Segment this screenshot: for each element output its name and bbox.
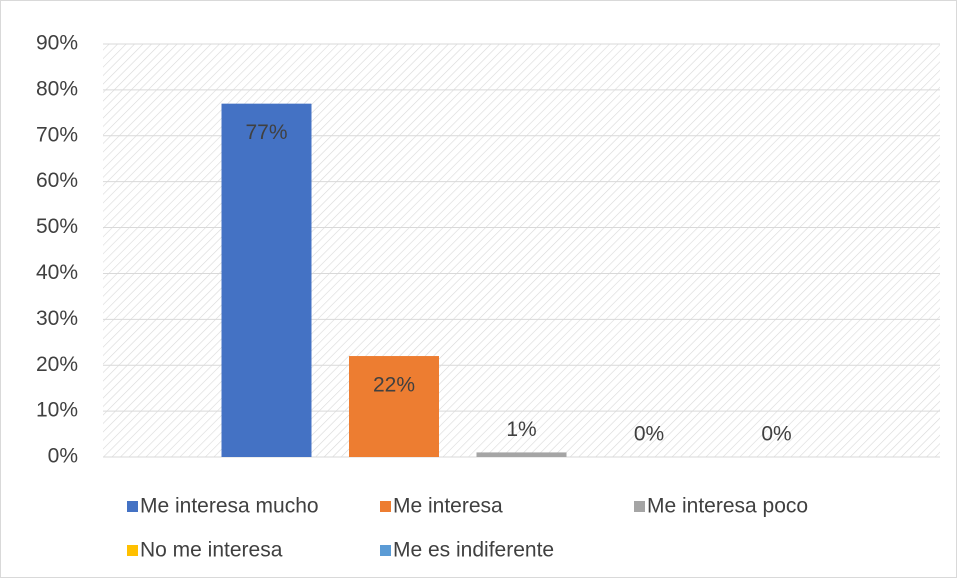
- y-tick-label: 60%: [36, 169, 78, 192]
- y-tick-label: 30%: [36, 307, 78, 330]
- bar: [221, 103, 312, 458]
- legend-swatch: [380, 501, 391, 512]
- data-label: 22%: [373, 374, 415, 397]
- bar: [349, 356, 439, 457]
- data-label: 77%: [245, 121, 287, 144]
- data-label: 1%: [506, 418, 536, 441]
- legend-label: No me interesa: [140, 539, 283, 562]
- legend-swatch: [634, 501, 645, 512]
- y-tick-label: 10%: [36, 399, 78, 422]
- legend-swatch: [127, 545, 138, 556]
- legend-label: Me interesa mucho: [140, 495, 319, 518]
- y-tick-label: 0%: [48, 445, 78, 468]
- data-label: 0%: [761, 423, 791, 446]
- y-tick-label: 40%: [36, 261, 78, 284]
- bar: [476, 452, 567, 457]
- y-tick-label: 90%: [36, 32, 78, 55]
- legend-label: Me interesa poco: [647, 495, 808, 518]
- legend-swatch: [380, 545, 391, 556]
- legend-swatch: [127, 501, 138, 512]
- data-label: 0%: [634, 423, 664, 446]
- y-tick-label: 80%: [36, 77, 78, 100]
- y-tick-label: 50%: [36, 215, 78, 238]
- legend-label: Me es indiferente: [393, 539, 554, 562]
- y-tick-label: 20%: [36, 353, 78, 376]
- y-tick-label: 70%: [36, 123, 78, 146]
- legend-label: Me interesa: [393, 495, 503, 518]
